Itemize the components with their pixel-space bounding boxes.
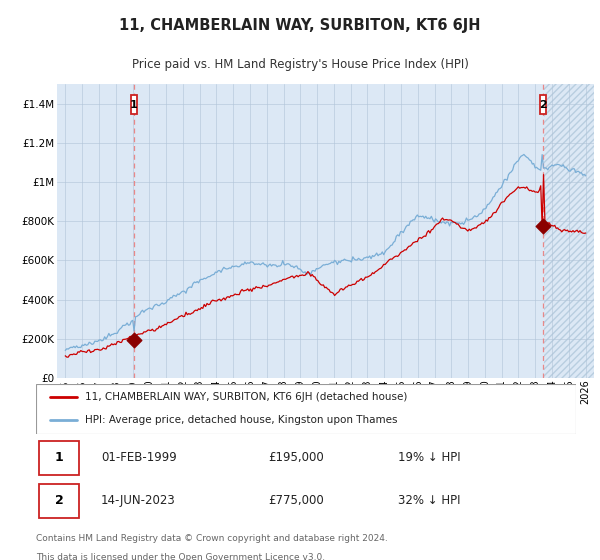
FancyBboxPatch shape [131,95,137,114]
FancyBboxPatch shape [36,384,576,434]
Text: Price paid vs. HM Land Registry's House Price Index (HPI): Price paid vs. HM Land Registry's House … [131,58,469,72]
Point [129,335,139,344]
FancyBboxPatch shape [539,95,546,114]
Text: 11, CHAMBERLAIN WAY, SURBITON, KT6 6JH: 11, CHAMBERLAIN WAY, SURBITON, KT6 6JH [119,18,481,33]
Text: £775,000: £775,000 [268,494,324,507]
Text: 01-FEB-1999: 01-FEB-1999 [101,451,176,464]
FancyBboxPatch shape [39,484,79,517]
Text: 19% ↓ HPI: 19% ↓ HPI [398,451,460,464]
FancyBboxPatch shape [39,441,79,475]
Text: 2: 2 [539,100,547,110]
Text: 1: 1 [130,100,138,110]
Text: £195,000: £195,000 [268,451,324,464]
Text: 1: 1 [55,451,64,464]
Text: HPI: Average price, detached house, Kingston upon Thames: HPI: Average price, detached house, King… [85,416,397,426]
Text: 2: 2 [55,494,64,507]
Text: This data is licensed under the Open Government Licence v3.0.: This data is licensed under the Open Gov… [36,553,325,560]
Text: Contains HM Land Registry data © Crown copyright and database right 2024.: Contains HM Land Registry data © Crown c… [36,534,388,543]
Text: 32% ↓ HPI: 32% ↓ HPI [398,494,460,507]
Point [538,222,548,231]
Text: 14-JUN-2023: 14-JUN-2023 [101,494,176,507]
Text: 11, CHAMBERLAIN WAY, SURBITON, KT6 6JH (detached house): 11, CHAMBERLAIN WAY, SURBITON, KT6 6JH (… [85,392,407,402]
